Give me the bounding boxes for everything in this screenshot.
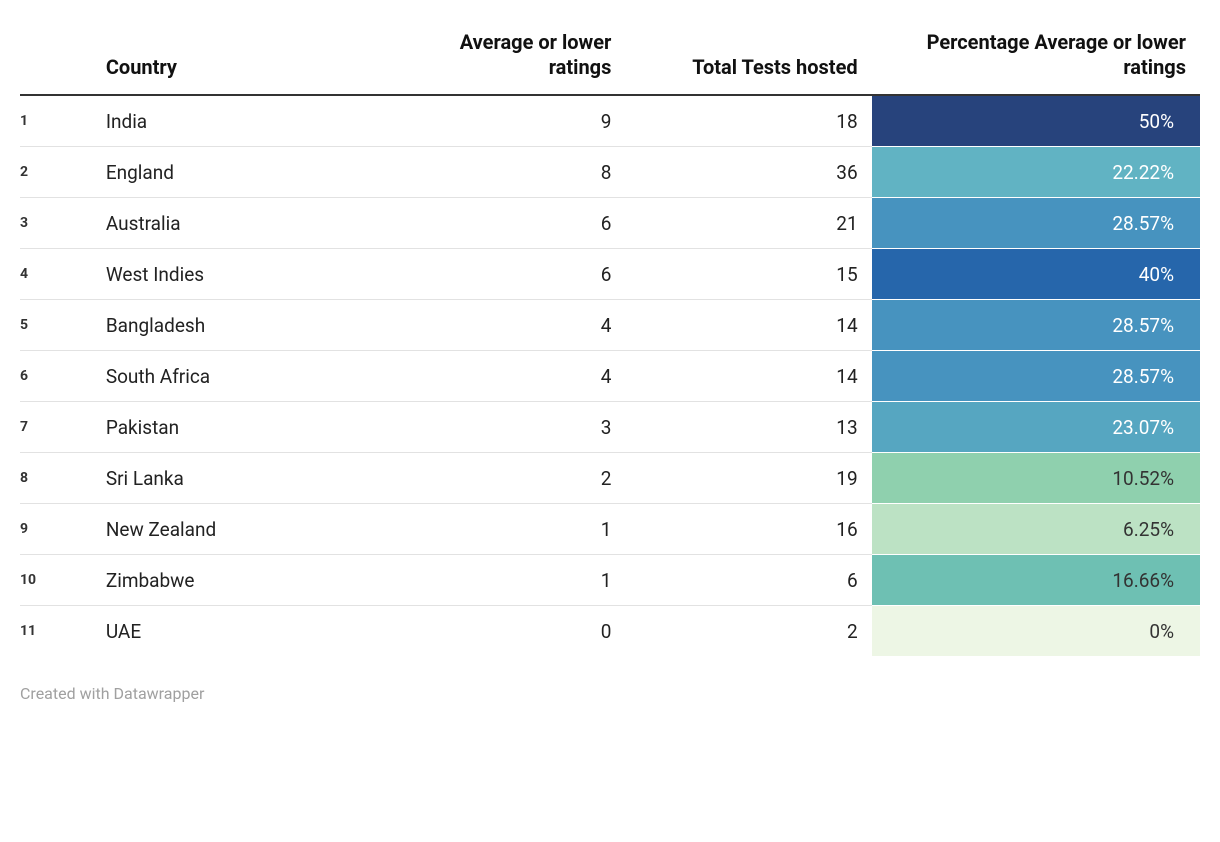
- cell-country: New Zealand: [92, 504, 390, 555]
- cell-pct: 23.07%: [872, 402, 1200, 453]
- cell-tests: 18: [625, 95, 871, 147]
- cell-ratings: 4: [389, 300, 625, 351]
- table-row: 3Australia62128.57%: [20, 198, 1200, 249]
- chart-credit: Created with Datawrapper: [20, 684, 1200, 703]
- cell-country: South Africa: [92, 351, 390, 402]
- cell-country: England: [92, 147, 390, 198]
- table-row: 4West Indies61540%: [20, 249, 1200, 300]
- cell-ratings: 9: [389, 95, 625, 147]
- table-row: 11UAE020%: [20, 606, 1200, 657]
- table-row: 6South Africa41428.57%: [20, 351, 1200, 402]
- cell-pct: 40%: [872, 249, 1200, 300]
- cell-rank: 8: [20, 453, 92, 504]
- pct-value: 28.57%: [872, 198, 1200, 248]
- pct-value: 28.57%: [872, 351, 1200, 401]
- cell-rank: 11: [20, 606, 92, 657]
- table-row: 5Bangladesh41428.57%: [20, 300, 1200, 351]
- cell-rank: 10: [20, 555, 92, 606]
- cell-tests: 21: [625, 198, 871, 249]
- col-header-country[interactable]: Country: [92, 20, 390, 95]
- cell-rank: 1: [20, 95, 92, 147]
- col-header-ratings[interactable]: Average or lower ratings: [389, 20, 625, 95]
- cell-rank: 7: [20, 402, 92, 453]
- pct-value: 10.52%: [872, 453, 1200, 503]
- cell-tests: 15: [625, 249, 871, 300]
- cell-pct: 28.57%: [872, 351, 1200, 402]
- cell-ratings: 8: [389, 147, 625, 198]
- pct-value: 50%: [872, 96, 1200, 146]
- cell-pct: 28.57%: [872, 300, 1200, 351]
- cell-ratings: 4: [389, 351, 625, 402]
- table-row: 10Zimbabwe1616.66%: [20, 555, 1200, 606]
- cell-rank: 2: [20, 147, 92, 198]
- table-row: 7Pakistan31323.07%: [20, 402, 1200, 453]
- cell-country: UAE: [92, 606, 390, 657]
- table-row: 9New Zealand1166.25%: [20, 504, 1200, 555]
- cell-tests: 2: [625, 606, 871, 657]
- pct-value: 0%: [872, 606, 1200, 656]
- pct-value: 23.07%: [872, 402, 1200, 452]
- cell-tests: 19: [625, 453, 871, 504]
- table-body: 1India91850%2England83622.22%3Australia6…: [20, 95, 1200, 656]
- cell-pct: 28.57%: [872, 198, 1200, 249]
- cell-tests: 14: [625, 300, 871, 351]
- pct-value: 40%: [872, 249, 1200, 299]
- cell-ratings: 2: [389, 453, 625, 504]
- cell-pct: 50%: [872, 95, 1200, 147]
- cell-tests: 6: [625, 555, 871, 606]
- cell-country: Sri Lanka: [92, 453, 390, 504]
- cell-rank: 6: [20, 351, 92, 402]
- pct-value: 6.25%: [872, 504, 1200, 554]
- cell-rank: 9: [20, 504, 92, 555]
- cell-country: Bangladesh: [92, 300, 390, 351]
- cell-tests: 14: [625, 351, 871, 402]
- cell-pct: 22.22%: [872, 147, 1200, 198]
- col-header-tests[interactable]: Total Tests hosted: [625, 20, 871, 95]
- table-header-row: Country Average or lower ratings Total T…: [20, 20, 1200, 95]
- cell-country: India: [92, 95, 390, 147]
- cell-pct: 10.52%: [872, 453, 1200, 504]
- cell-country: Australia: [92, 198, 390, 249]
- cell-pct: 16.66%: [872, 555, 1200, 606]
- cell-rank: 4: [20, 249, 92, 300]
- cell-tests: 36: [625, 147, 871, 198]
- table-row: 1India91850%: [20, 95, 1200, 147]
- cell-tests: 13: [625, 402, 871, 453]
- ratings-table-container: Country Average or lower ratings Total T…: [20, 20, 1200, 703]
- cell-country: Pakistan: [92, 402, 390, 453]
- cell-rank: 5: [20, 300, 92, 351]
- cell-pct: 0%: [872, 606, 1200, 657]
- cell-ratings: 0: [389, 606, 625, 657]
- table-row: 8Sri Lanka21910.52%: [20, 453, 1200, 504]
- ratings-table: Country Average or lower ratings Total T…: [20, 20, 1200, 656]
- cell-pct: 6.25%: [872, 504, 1200, 555]
- pct-value: 28.57%: [872, 300, 1200, 350]
- table-row: 2England83622.22%: [20, 147, 1200, 198]
- cell-ratings: 3: [389, 402, 625, 453]
- cell-tests: 16: [625, 504, 871, 555]
- cell-ratings: 1: [389, 555, 625, 606]
- cell-ratings: 6: [389, 198, 625, 249]
- cell-country: West Indies: [92, 249, 390, 300]
- cell-ratings: 1: [389, 504, 625, 555]
- cell-rank: 3: [20, 198, 92, 249]
- col-header-pct[interactable]: Percentage Average or lower ratings: [872, 20, 1200, 95]
- pct-value: 22.22%: [872, 147, 1200, 197]
- cell-ratings: 6: [389, 249, 625, 300]
- col-header-rank[interactable]: [20, 20, 92, 95]
- cell-country: Zimbabwe: [92, 555, 390, 606]
- pct-value: 16.66%: [872, 555, 1200, 605]
